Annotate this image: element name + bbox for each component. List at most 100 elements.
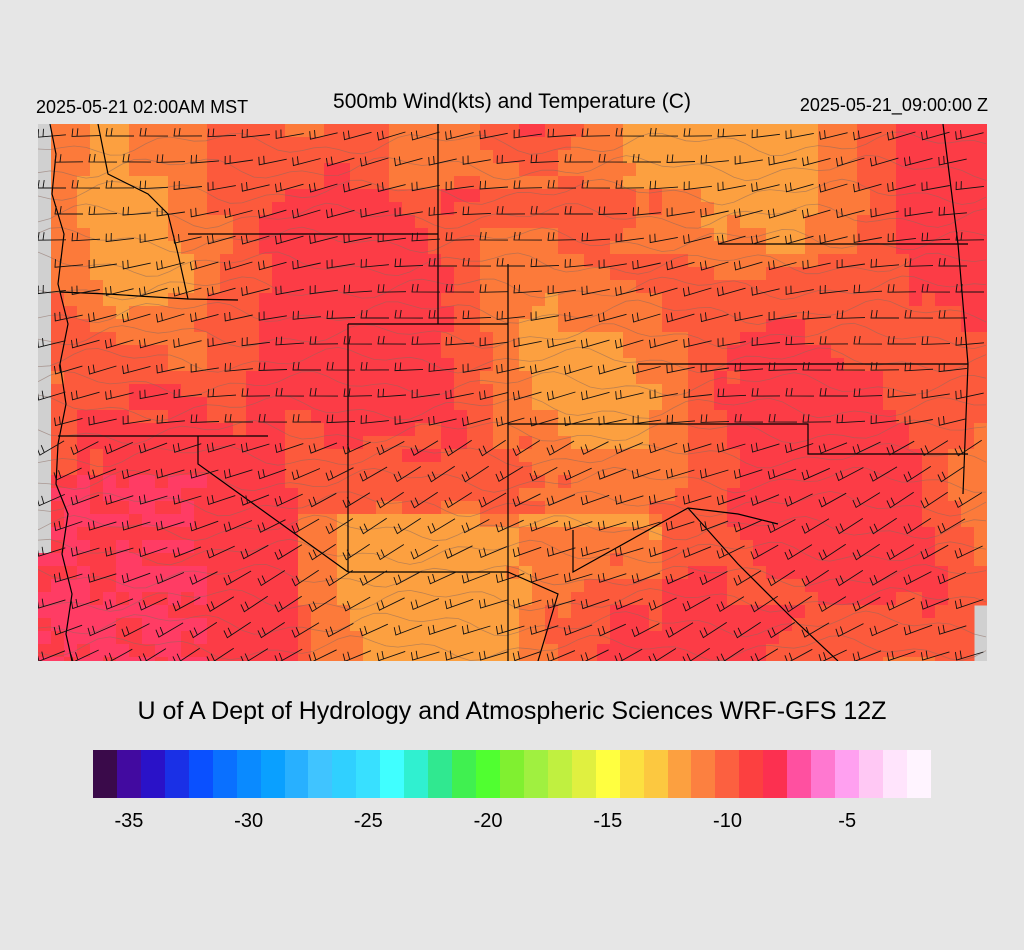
temperature-cell <box>207 592 221 606</box>
wind-barb <box>717 286 746 297</box>
temperature-cell <box>116 371 130 385</box>
temperature-cell <box>376 475 390 489</box>
temperature-cell <box>922 423 936 437</box>
temperature-cell <box>896 488 910 502</box>
temperature-cell <box>597 137 611 151</box>
temperature-cell <box>584 371 598 385</box>
temperature-cell <box>831 605 845 619</box>
temperature-cell <box>870 618 884 632</box>
temperature-cell <box>220 501 234 515</box>
temperature-cell <box>467 306 481 320</box>
temperature-cell <box>558 423 572 437</box>
temperature-cell <box>51 644 65 658</box>
temperature-cell <box>194 163 208 177</box>
temperature-cell <box>493 228 507 242</box>
temperature-cell <box>298 267 312 281</box>
temperature-cell <box>727 189 741 203</box>
temperature-cell <box>233 228 247 242</box>
temperature-cell <box>77 410 91 424</box>
temperature-cell <box>545 410 559 424</box>
temperature-cell <box>909 319 923 333</box>
temperature-cell <box>779 436 793 450</box>
temperature-cell <box>376 306 390 320</box>
temperature-cell <box>51 631 65 645</box>
temperature-cell <box>909 189 923 203</box>
temperature-cell <box>896 163 910 177</box>
wind-barb <box>819 388 848 397</box>
temperature-cell <box>688 189 702 203</box>
wind-barb <box>835 518 864 535</box>
temperature-cell <box>129 384 143 398</box>
temperature-cell <box>844 176 858 190</box>
temperature-cell <box>753 410 767 424</box>
colorbar-swatch <box>380 750 405 798</box>
temperature-cell <box>857 566 871 580</box>
temperature-cell <box>506 436 520 450</box>
temperature-cell <box>545 150 559 164</box>
temperature-cell <box>857 579 871 593</box>
temperature-cell <box>64 579 78 593</box>
temperature-cell <box>532 371 546 385</box>
temperature-cell <box>831 293 845 307</box>
temperature-cell <box>77 150 91 164</box>
temperature-cell <box>675 371 689 385</box>
temperature-cell <box>90 592 104 606</box>
temperature-cell <box>298 449 312 463</box>
temperature-cell <box>311 345 325 359</box>
temperature-cell <box>181 501 195 515</box>
temperature-cell <box>77 605 91 619</box>
temperature-cell <box>870 371 884 385</box>
wind-barb <box>801 569 829 587</box>
temperature-cell <box>103 566 117 580</box>
colorbar-swatch <box>116 750 141 798</box>
temperature-cell <box>779 566 793 580</box>
temperature-cell <box>974 150 987 164</box>
temperature-cell <box>571 657 585 661</box>
temperature-cell <box>194 501 208 515</box>
temperature-cell <box>532 592 546 606</box>
temperature-cell <box>571 436 585 450</box>
temperature-cell <box>207 566 221 580</box>
wind-barb <box>632 154 661 163</box>
temperature-cell <box>506 358 520 372</box>
temperature-cell <box>935 618 949 632</box>
temperature-cell <box>558 657 572 661</box>
temperature-cell <box>129 137 143 151</box>
temperature-cell <box>662 241 676 255</box>
wind-barb <box>444 439 472 457</box>
temperature-cell <box>636 306 650 320</box>
temperature-cell <box>298 488 312 502</box>
temperature-cell <box>961 267 975 281</box>
temperature-cell <box>194 553 208 567</box>
temperature-cell <box>181 163 195 177</box>
temperature-cell <box>519 371 533 385</box>
temperature-cell <box>688 254 702 268</box>
temperature-cell <box>935 553 949 567</box>
temperature-cell <box>974 371 987 385</box>
temperature-cell <box>857 345 871 359</box>
temperature-cell <box>909 488 923 502</box>
temperature-cell <box>610 631 624 645</box>
wind-barb <box>156 207 185 217</box>
wind-barb <box>224 362 253 372</box>
wind-barb <box>207 286 236 297</box>
temperature-cell <box>961 501 975 515</box>
wind-barb <box>478 439 506 457</box>
temperature-cell <box>636 657 650 661</box>
temperature-cell <box>909 657 923 661</box>
temperature-cell <box>181 423 195 437</box>
wind-barb <box>734 208 763 219</box>
temperature-cell <box>727 267 741 281</box>
temperature-cell <box>441 267 455 281</box>
wind-barb <box>172 546 202 558</box>
temperature-cell <box>64 488 78 502</box>
temperature-cell <box>467 332 481 346</box>
temperature-cell <box>714 579 728 593</box>
temperature-cell <box>142 501 156 515</box>
temperature-cell <box>363 163 377 177</box>
temperature-cell <box>194 384 208 398</box>
temperature-cell <box>207 267 221 281</box>
wind-barb <box>903 518 932 535</box>
temperature-cell <box>740 319 754 333</box>
temperature-cell <box>779 345 793 359</box>
